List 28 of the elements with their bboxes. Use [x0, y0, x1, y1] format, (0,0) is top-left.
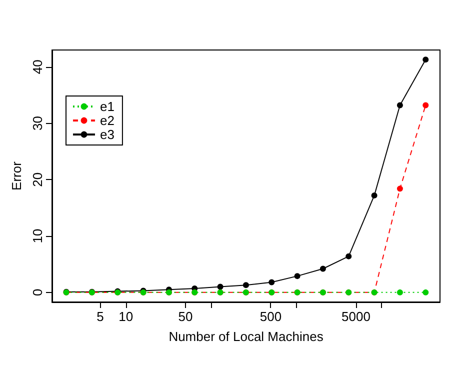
point — [396, 102, 403, 108]
x-tick-label: 5000 — [342, 309, 370, 324]
point — [396, 289, 403, 296]
y-axis-title: Error — [9, 160, 24, 190]
x-tick-label: 5 — [96, 309, 104, 324]
point — [217, 284, 224, 290]
point — [422, 102, 429, 108]
y-tick-label: 30 — [30, 116, 45, 131]
x-tick-label: 500 — [260, 309, 282, 324]
point — [346, 253, 352, 260]
x-tick-label: 10 — [118, 309, 134, 324]
y-tick-label: 10 — [30, 228, 45, 244]
legend-label: e3 — [100, 127, 114, 142]
point — [396, 186, 403, 192]
point — [371, 192, 378, 198]
y-tick-label: 0 — [30, 288, 45, 296]
x-axis-title: Number of Local Machines — [168, 329, 324, 344]
point — [242, 282, 249, 288]
point — [422, 289, 429, 296]
point — [320, 266, 326, 272]
y-tick-label: 40 — [30, 60, 45, 74]
point — [268, 279, 275, 286]
x-tick-label: 50 — [178, 309, 193, 324]
y-tick-label: 20 — [30, 172, 45, 187]
point — [294, 273, 300, 280]
legend-label: e2 — [100, 113, 114, 128]
point — [422, 56, 429, 63]
legend-label: e1 — [100, 99, 114, 114]
